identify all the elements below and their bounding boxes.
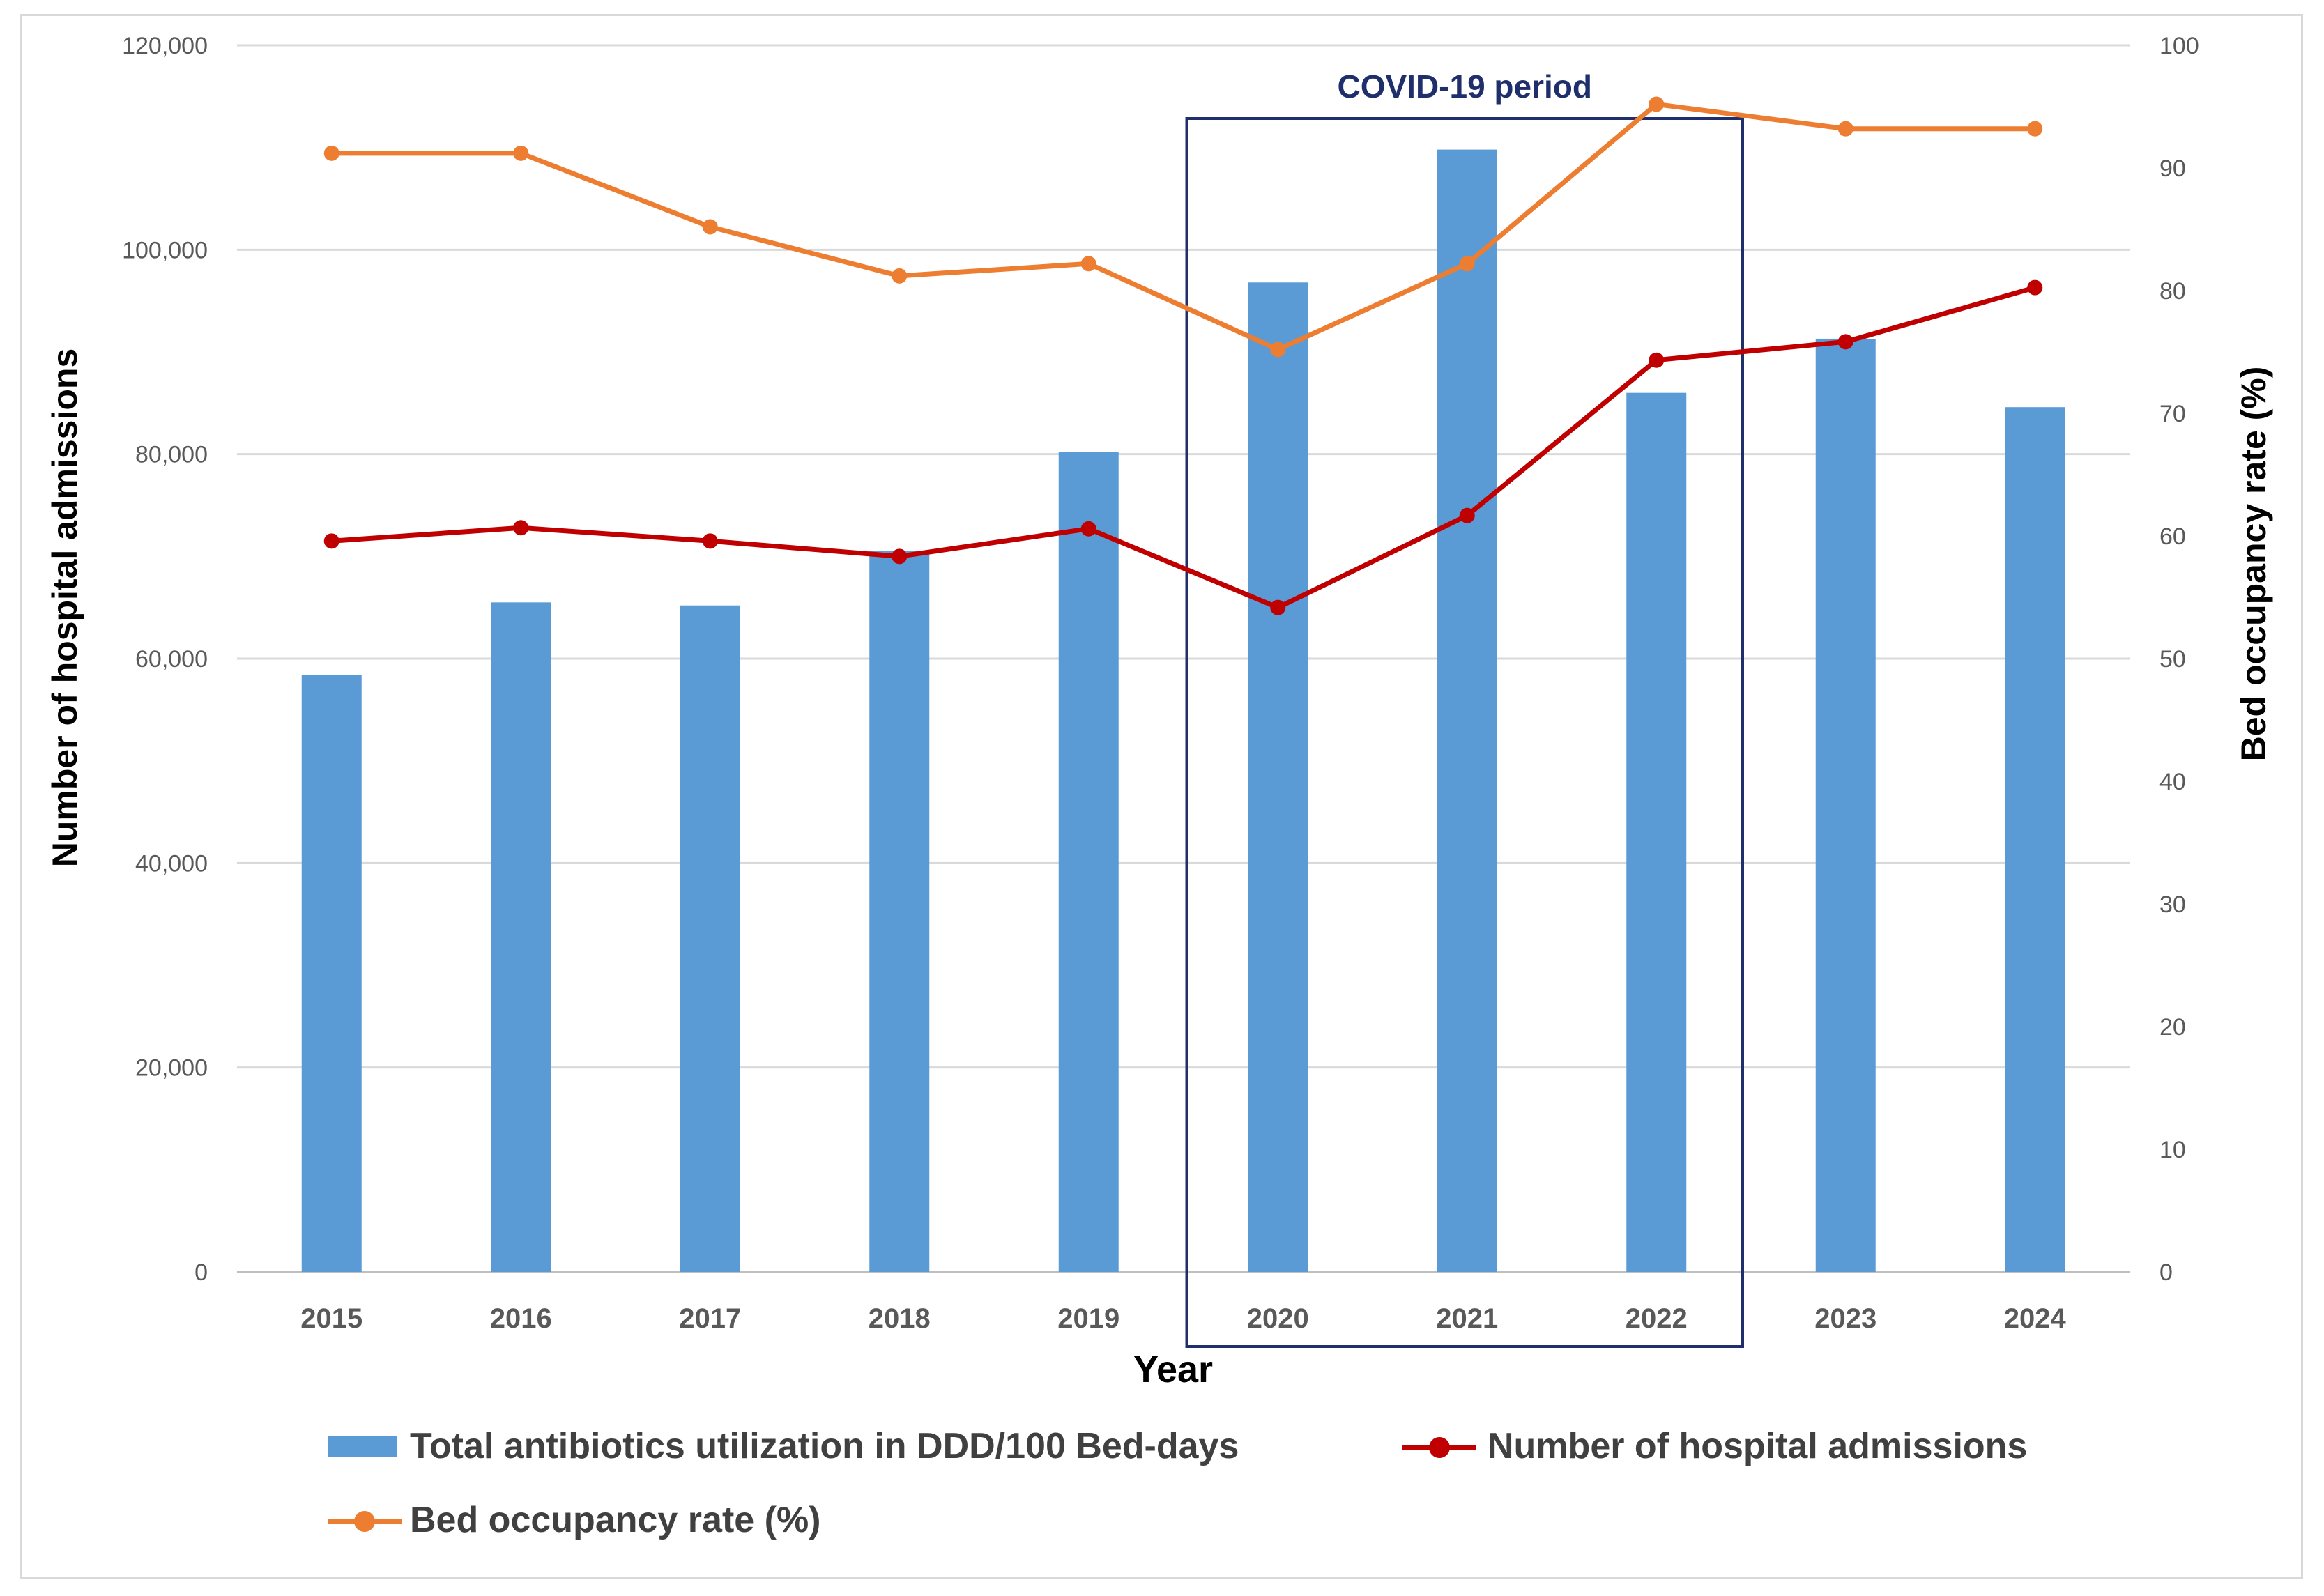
bar [2005,407,2065,1273]
left-tick-label: 20,000 [135,1055,208,1082]
x-tick-label: 2020 [1247,1303,1309,1334]
admissions-point [1837,334,1853,350]
covid-period-label: COVID-19 period [1337,68,1592,105]
bar [1626,392,1687,1272]
occupancy-point [2027,121,2043,137]
right-tick-label: 90 [2159,155,2186,182]
admissions-point [702,533,718,549]
x-tick-label: 2022 [1626,1303,1688,1334]
legend-item-bars: Total antibiotics utilization in DDD/100… [328,1426,1239,1466]
bar [1437,149,1497,1273]
admissions-point [513,520,529,536]
legend-label-bars: Total antibiotics utilization in DDD/100… [410,1426,1239,1466]
admissions-point [1270,599,1286,615]
occupancy-point [323,145,339,161]
x-axis-title: Year [1133,1349,1213,1390]
axis-ticks: 0 20,000 40,000 60,000 80,000 100,000 120,000 0… [122,33,2199,1334]
right-tick-label: 0 [2159,1259,2173,1286]
bar [869,551,930,1272]
admissions-point [892,548,908,565]
left-axis-title: Number of hospital admissions [45,348,84,868]
admissions-point [2027,279,2043,296]
right-tick-label: 40 [2159,769,2186,795]
right-tick-label: 10 [2159,1137,2186,1163]
left-tick-label: 120,000 [122,33,208,59]
admissions-line [331,285,2036,611]
legend-swatch-occupancy-marker [354,1511,375,1532]
x-tick-label: 2023 [1814,1303,1876,1334]
right-tick-label: 30 [2159,891,2186,918]
admissions-point [1459,507,1475,523]
bar [1815,338,1876,1272]
right-axis-title: Bed occupancy rate (%) [2234,367,2273,762]
covid-annotation: COVID-19 period [1185,68,1744,1348]
bar [301,675,362,1272]
left-tick-label: 100,000 [122,237,208,263]
legend: Total antibiotics utilization in DDD/100… [328,1426,2027,1540]
right-tick-label: 60 [2159,523,2186,550]
bar [1058,452,1119,1272]
bar [491,602,551,1272]
occupancy-point [1649,96,1665,112]
occupancy-point [1837,121,1853,137]
occupancy-line [331,102,2035,352]
right-tick-label: 80 [2159,278,2186,305]
x-tick-label: 2015 [300,1303,362,1334]
bar [680,605,740,1272]
x-tick-label: 2018 [869,1303,931,1334]
x-tick-label: 2019 [1057,1303,1119,1334]
x-tick-label: 2021 [1436,1303,1498,1334]
left-tick-label: 0 [194,1259,208,1286]
occupancy-point [1080,256,1096,272]
chart-frame [20,14,2303,1579]
legend-swatch-admissions-marker [1429,1437,1450,1458]
bar [1248,282,1308,1273]
right-tick-label: 50 [2159,646,2186,673]
x-tick-label: 2024 [2004,1303,2067,1334]
legend-item-occupancy: Bed occupancy rate (%) [328,1500,821,1540]
x-tick-label: 2016 [490,1303,552,1334]
right-tick-label: 20 [2159,1014,2186,1041]
bar-series [301,149,2065,1273]
left-tick-label: 60,000 [135,646,208,673]
left-tick-label: 80,000 [135,442,208,468]
occupancy-point [1270,342,1286,358]
occupancy-point [892,268,908,284]
occupancy-point [513,145,529,161]
legend-item-admissions: Number of hospital admissions [1402,1426,2027,1466]
right-tick-label: 70 [2159,401,2186,427]
covid-period-box [1185,117,1744,1348]
occupancy-point [1459,256,1475,272]
left-tick-label: 40,000 [135,850,208,877]
admissions-point [1649,352,1665,368]
gridlines [237,44,2130,1273]
right-tick-label: 100 [2159,33,2199,59]
occupancy-point [702,219,718,235]
admissions-point [323,533,339,549]
legend-label-occupancy: Bed occupancy rate (%) [410,1500,821,1540]
x-tick-label: 2017 [679,1303,741,1334]
admissions-point [1080,521,1096,537]
line-series [323,96,2043,615]
legend-swatch-bars [328,1436,397,1457]
legend-label-admissions: Number of hospital admissions [1488,1426,2027,1466]
